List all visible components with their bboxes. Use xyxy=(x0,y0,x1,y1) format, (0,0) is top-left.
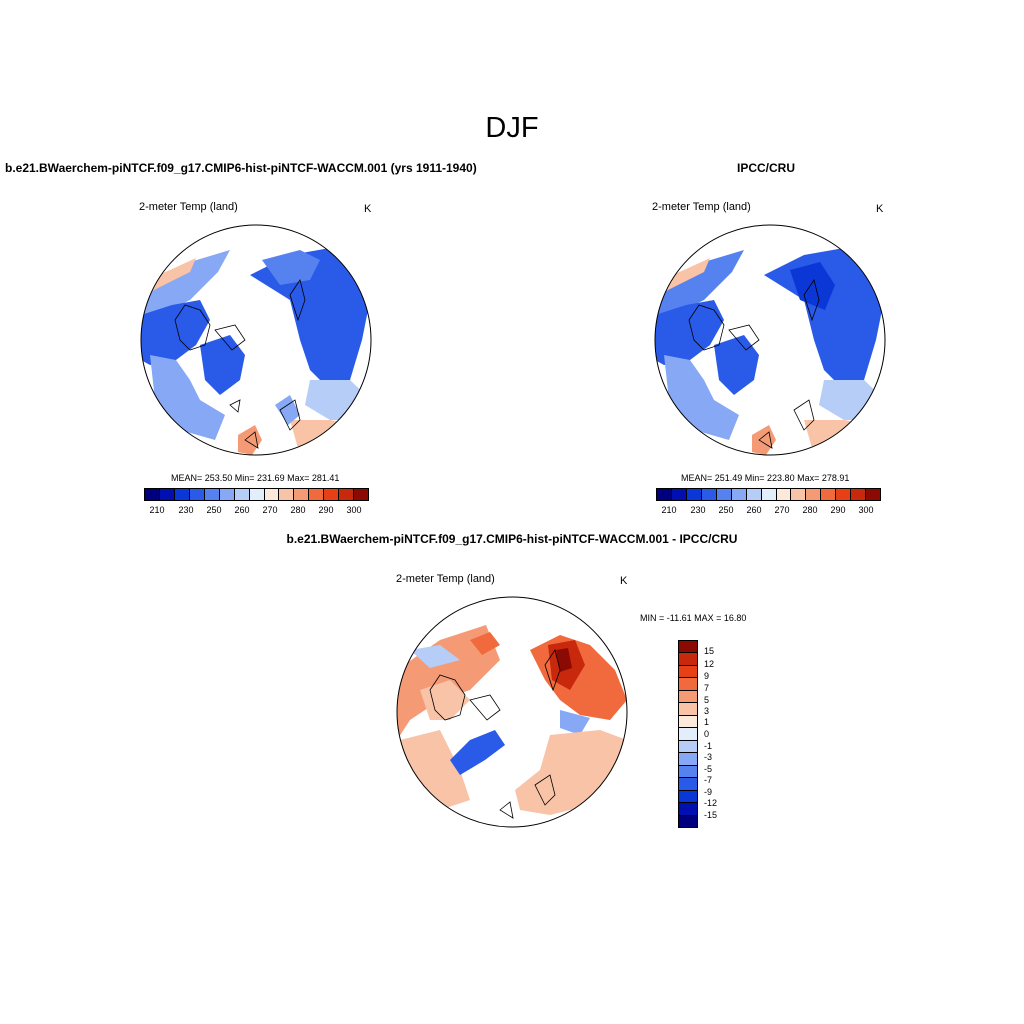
figure-title: DJF xyxy=(485,112,539,144)
colorbar-tick-label: 250 xyxy=(718,505,734,515)
colorbar-swatch xyxy=(679,715,697,729)
colorbar-panel-1 xyxy=(144,488,369,501)
colorbar-tick-label: -15 xyxy=(704,810,718,820)
colorbar-swatch xyxy=(219,489,235,500)
colorbar-tick-label: 12 xyxy=(704,659,715,669)
colorbar-swatch xyxy=(806,489,822,500)
colorbar-swatch xyxy=(851,489,867,500)
colorbar-tick-label: 260 xyxy=(746,505,762,515)
colorbar-swatch xyxy=(145,489,160,500)
colorbar-swatch xyxy=(716,489,732,500)
colorbar-swatch xyxy=(679,665,697,679)
colorbar-swatch xyxy=(339,489,355,500)
colorbar-tick-label: 210 xyxy=(661,505,677,515)
colorbar-swatch xyxy=(679,753,697,766)
colorbar-swatch xyxy=(324,489,340,500)
colorbar-swatch xyxy=(701,489,717,500)
colorbar-swatch xyxy=(679,790,697,804)
colorbar-tick-label: 15 xyxy=(704,646,715,656)
panel-3-units: K xyxy=(620,575,628,587)
colorbar-swatch xyxy=(309,489,325,500)
colorbar-swatch xyxy=(866,489,881,500)
colorbar-swatch xyxy=(679,653,697,666)
colorbar-tick-label: 7 xyxy=(704,683,710,693)
colorbar-tick-label: 210 xyxy=(149,505,165,515)
colorbar-swatch xyxy=(679,728,697,741)
colorbar-swatch xyxy=(746,489,762,500)
panel-1-units: K xyxy=(364,203,372,215)
colorbar-swatch xyxy=(679,765,697,779)
colorbar-swatch xyxy=(679,815,697,828)
panel-1-stats: MEAN= 253.50 Min= 231.69 Max= 281.41 xyxy=(171,473,340,483)
colorbar-swatch xyxy=(679,740,697,754)
colorbar-tick-label: 250 xyxy=(206,505,222,515)
colorbar-tick-label: 230 xyxy=(690,505,706,515)
polar-map-observations xyxy=(654,224,886,456)
colorbar-tick-label: 0 xyxy=(704,729,710,739)
colorbar-tick-label: 290 xyxy=(830,505,846,515)
colorbar-swatch xyxy=(234,489,250,500)
colorbar-tick-label: 1 xyxy=(704,717,710,727)
colorbar-tick-label: 260 xyxy=(234,505,250,515)
colorbar-panel-2 xyxy=(656,488,881,501)
colorbar-tick-label: -9 xyxy=(704,787,713,797)
panel-3-variable-label: 2-meter Temp (land) xyxy=(396,573,495,585)
colorbar-tick-label: 300 xyxy=(346,505,362,515)
colorbar-swatch xyxy=(791,489,807,500)
colorbar-swatch xyxy=(294,489,310,500)
polar-map-difference xyxy=(396,596,628,828)
colorbar-tick-label: 270 xyxy=(774,505,790,515)
colorbar-swatch xyxy=(821,489,837,500)
colorbar-swatch xyxy=(679,778,697,791)
colorbar-tick-label: 5 xyxy=(704,695,710,705)
colorbar-swatch xyxy=(174,489,190,500)
colorbar-swatch xyxy=(761,489,777,500)
panel-2-stats: MEAN= 251.49 Min= 223.80 Max= 278.91 xyxy=(681,473,850,483)
polar-map-model xyxy=(140,224,372,456)
panel-2-variable-label: 2-meter Temp (land) xyxy=(652,201,751,213)
colorbar-swatch xyxy=(189,489,205,500)
panel-1-title: b.e21.BWaerchem-piNTCF.f09_g17.CMIP6-his… xyxy=(5,161,477,175)
colorbar-tick-label: 9 xyxy=(704,671,710,681)
colorbar-panel-1-ticks: 210 230 250 260 270 280 290 300 xyxy=(144,505,367,517)
colorbar-tick-label: 3 xyxy=(704,706,710,716)
colorbar-swatch xyxy=(249,489,265,500)
panel-3-stats: MIN = -11.61 MAX = 16.80 xyxy=(640,613,747,623)
colorbar-tick-label: -3 xyxy=(704,752,713,762)
colorbar-difference xyxy=(678,640,698,828)
colorbar-swatch xyxy=(679,703,697,716)
colorbar-swatch xyxy=(686,489,702,500)
colorbar-swatch xyxy=(731,489,747,500)
colorbar-swatch xyxy=(679,803,697,816)
colorbar-swatch xyxy=(776,489,792,500)
colorbar-swatch xyxy=(679,690,697,704)
colorbar-tick-label: -12 xyxy=(704,798,718,808)
colorbar-tick-label: -1 xyxy=(704,741,713,751)
colorbar-tick-label: -5 xyxy=(704,764,713,774)
colorbar-tick-label: 270 xyxy=(262,505,278,515)
colorbar-swatch xyxy=(354,489,369,500)
colorbar-swatch xyxy=(679,678,697,691)
colorbar-panel-2-ticks: 210 230 250 260 270 280 290 300 xyxy=(656,505,879,517)
colorbar-swatch xyxy=(204,489,220,500)
colorbar-swatch xyxy=(264,489,280,500)
colorbar-swatch xyxy=(279,489,295,500)
colorbar-tick-label: -7 xyxy=(704,775,713,785)
colorbar-tick-label: 300 xyxy=(858,505,874,515)
colorbar-tick-label: 290 xyxy=(318,505,334,515)
panel-1-variable-label: 2-meter Temp (land) xyxy=(139,201,238,213)
panel-3-title: b.e21.BWaerchem-piNTCF.f09_g17.CMIP6-his… xyxy=(286,532,738,546)
panel-2-units: K xyxy=(876,203,884,215)
colorbar-swatch xyxy=(679,641,697,654)
colorbar-tick-label: 280 xyxy=(802,505,818,515)
colorbar-swatch xyxy=(159,489,175,500)
colorbar-swatch xyxy=(657,489,672,500)
colorbar-tick-label: 280 xyxy=(290,505,306,515)
panel-2-title: IPCC/CRU xyxy=(737,161,796,175)
colorbar-tick-label: 230 xyxy=(178,505,194,515)
colorbar-swatch xyxy=(671,489,687,500)
colorbar-swatch xyxy=(836,489,852,500)
